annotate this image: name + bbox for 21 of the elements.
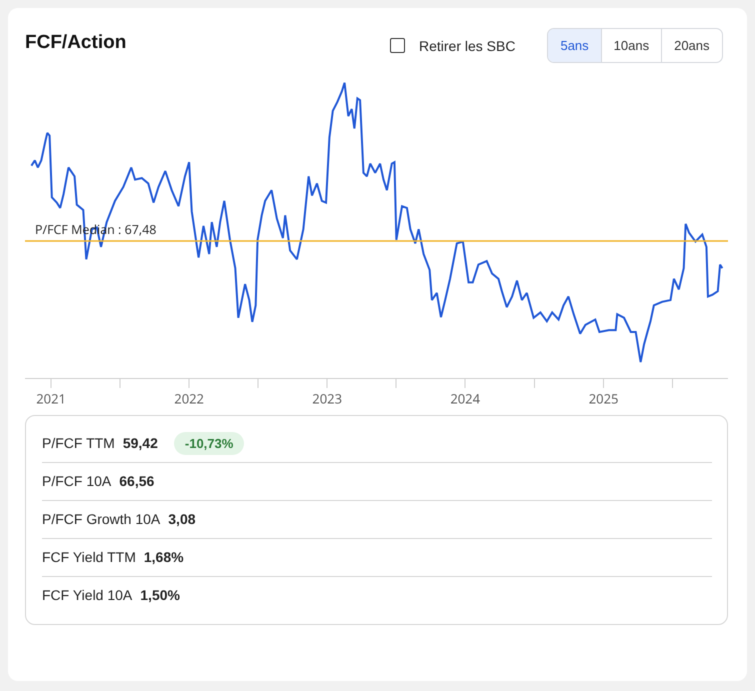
category-label: P/FCF Growth 10A: [42, 511, 160, 527]
x-tick-label: 2023: [312, 390, 342, 408]
text: Retirer les SBC: [419, 38, 516, 54]
text: 3,08: [168, 511, 196, 527]
x-tick-label: 2022: [174, 390, 204, 408]
chart-title: FCF/Action: [25, 32, 126, 54]
category-label: P/FCF TTM: [42, 435, 115, 451]
x-tick-label: 2021: [36, 390, 66, 408]
category-label: P/FCF 10A: [42, 473, 112, 489]
x-tick-label: 2024: [450, 390, 481, 408]
text: 66,56: [119, 473, 154, 489]
text: 59,42: [122, 435, 158, 451]
x-tick-label: 2025: [588, 390, 618, 408]
text: 1,50%: [140, 587, 180, 603]
text: 20ans: [661, 29, 722, 62]
text: 5ans: [548, 29, 601, 62]
text: 10ans: [600, 29, 662, 62]
text: -10,73%: [174, 432, 244, 454]
category-label: FCF Yield 10A: [42, 587, 132, 603]
category-label: FCF Yield TTM: [42, 549, 136, 565]
text: 1,68%: [144, 549, 184, 565]
